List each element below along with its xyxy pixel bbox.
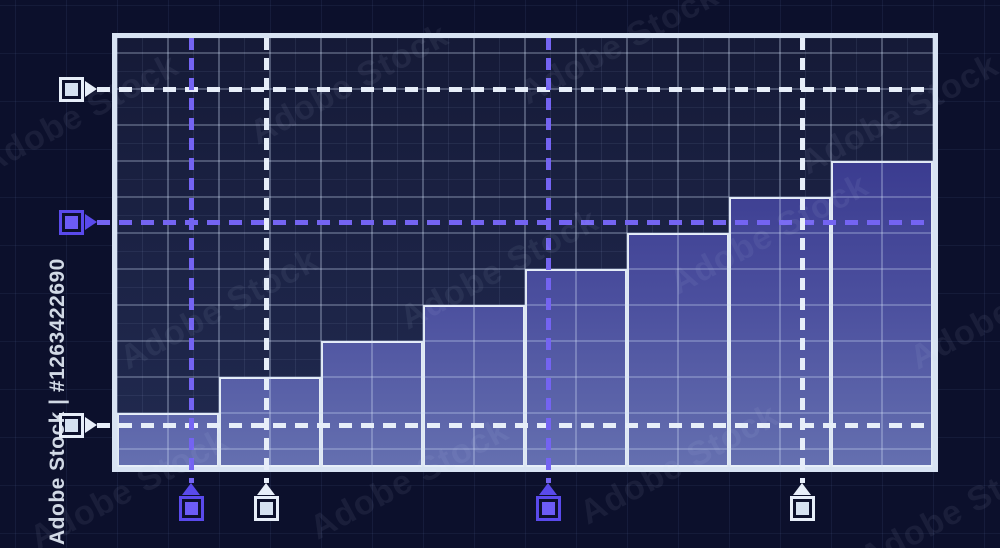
arrow-right-icon (85, 214, 97, 230)
chart-bar-2[interactable] (219, 377, 321, 467)
handle-square (253, 496, 279, 521)
guide-handle-left-white[interactable] (59, 76, 97, 102)
arrow-right-icon (85, 417, 97, 433)
chart-grid-major (117, 38, 933, 467)
handle-square (789, 496, 815, 521)
dashed-guide-horizontal-white[interactable] (97, 422, 932, 428)
handle-square-fill (184, 502, 198, 515)
chart-bar-7[interactable] (729, 197, 831, 467)
guide-handle-bottom-white[interactable] (789, 483, 815, 521)
arrow-up-icon (793, 483, 811, 495)
chart-bar-5[interactable] (525, 269, 627, 467)
handle-square-fill (65, 418, 78, 432)
handle-square-fill (541, 502, 555, 515)
arrow-up-icon (257, 483, 275, 495)
chart-frame (112, 33, 938, 472)
guide-handle-left-white[interactable] (59, 412, 97, 438)
guide-handle-bottom-white[interactable] (253, 483, 279, 521)
chart-bar-8[interactable] (831, 161, 933, 467)
arrow-up-icon (539, 483, 557, 495)
guide-handle-left-purple[interactable] (59, 209, 97, 235)
handle-square (59, 412, 84, 438)
handle-square (178, 496, 204, 521)
chart-bar-6[interactable] (627, 233, 729, 467)
bars-layer (117, 38, 933, 467)
handle-square (59, 209, 84, 235)
handle-square (535, 496, 561, 521)
guide-handle-bottom-purple[interactable] (178, 483, 204, 521)
chart-bar-3[interactable] (321, 341, 423, 467)
handle-square-fill (65, 215, 78, 229)
chart-bar-1[interactable] (117, 413, 219, 467)
dashed-guide-horizontal-purple[interactable] (97, 219, 932, 225)
handle-square-fill (65, 82, 78, 96)
handle-square (59, 76, 84, 102)
arrow-up-icon (182, 483, 200, 495)
dashed-guide-vertical-white[interactable] (799, 38, 805, 483)
guide-handle-bottom-purple[interactable] (535, 483, 561, 521)
handle-square-fill (259, 502, 273, 515)
handle-square-fill (795, 502, 809, 515)
dashed-guide-vertical-white[interactable] (263, 38, 269, 483)
dashed-guide-vertical-purple[interactable] (188, 38, 194, 483)
chart-bar-4[interactable] (423, 305, 525, 467)
dashed-guide-vertical-purple[interactable] (545, 38, 551, 483)
arrow-right-icon (85, 81, 97, 97)
dashed-guide-horizontal-white[interactable] (97, 86, 932, 92)
